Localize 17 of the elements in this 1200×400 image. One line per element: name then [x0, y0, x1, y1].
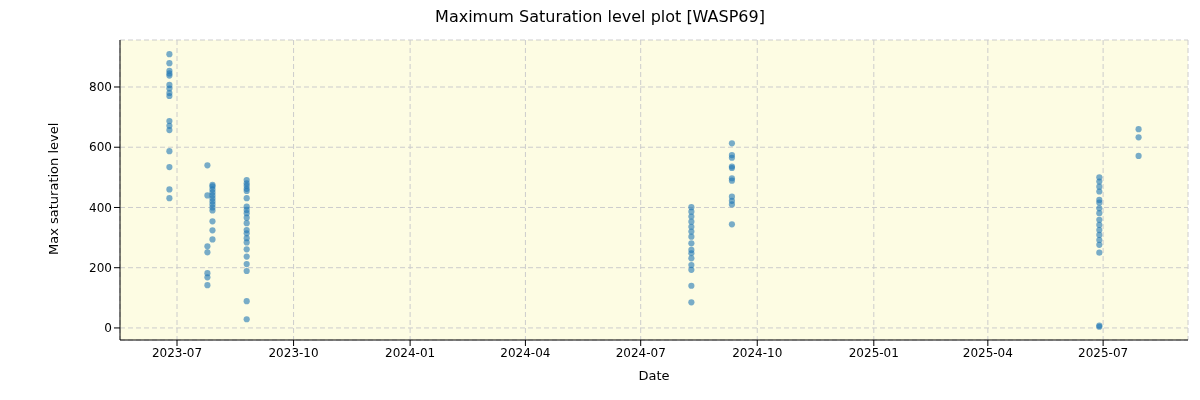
- x-tick-label: 2023-07: [151, 345, 203, 360]
- y-tick-label: 0: [104, 321, 112, 336]
- x-tick-label: 2025-01: [848, 345, 899, 360]
- x-tick-label: 2025-07: [1078, 345, 1129, 360]
- x-tick-label: 2025-04: [962, 345, 1013, 360]
- chart-title: Maximum Saturation level plot [WASP69]: [434, 7, 766, 26]
- x-tick-label: 2024-07: [615, 345, 666, 360]
- y-tick-label: 600: [89, 140, 112, 155]
- x-tick-label: 2024-10: [732, 345, 783, 360]
- x-axis-title: Date: [638, 368, 670, 383]
- y-tick-label: 200: [89, 260, 112, 275]
- y-tick-label: 400: [89, 200, 112, 215]
- y-axis-title: Max saturation level: [45, 122, 61, 255]
- y-tick-label: 800: [89, 80, 112, 95]
- x-tick-label: 2024-04: [500, 345, 551, 360]
- x-tick-label: 2023-10: [268, 345, 319, 360]
- x-tick-label: 2024-01: [385, 345, 436, 360]
